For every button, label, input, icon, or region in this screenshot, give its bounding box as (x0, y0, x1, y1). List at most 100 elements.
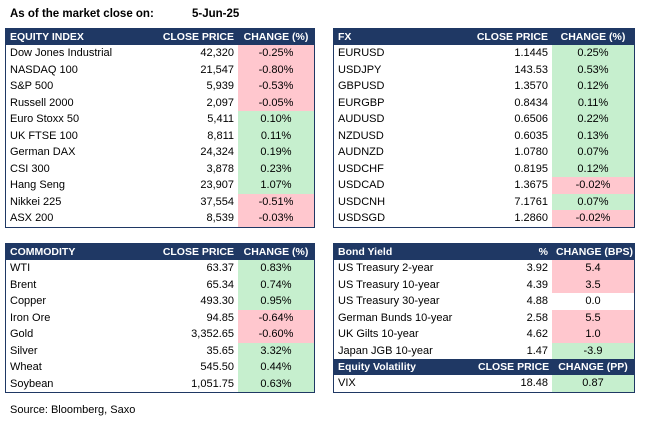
row-change: -0.51% (238, 193, 314, 210)
row-price: 3.92 (526, 262, 548, 275)
equity-panel: EQUITY INDEX CLOSE PRICE CHANGE (%) Dow … (5, 28, 315, 228)
row-change: 0.0 (552, 293, 634, 310)
row-change: 0.22% (552, 111, 634, 128)
row-change: 0.11% (238, 127, 314, 144)
row-price: 1.0780 (514, 146, 548, 159)
table-row: US Treasury 10-year 4.39 3.5 (334, 276, 634, 293)
fx-rows: EURUSD 1.1445 0.25% USDJPY 143.53 0.53% GBPUSD… (334, 45, 634, 227)
table-row: CSI 300 3,878 0.23% (6, 160, 314, 177)
row-price: 63.37 (206, 262, 234, 275)
row-name: Wheat (10, 361, 42, 374)
row-change: 0.11% (552, 94, 634, 111)
row-name: USDCAD (338, 179, 385, 192)
bond-panel: Bond Yield % CHANGE (BPS) US Treasury 2-… (333, 243, 635, 393)
table-row: Japan JGB 10-year 1.47 -3.9 (334, 342, 634, 359)
table-row: EURUSD 1.1445 0.25% (334, 45, 634, 62)
table-row: Iron Ore 94.85 -0.64% (6, 309, 314, 326)
table-row: UK FTSE 100 8,811 0.11% (6, 127, 314, 144)
row-name: AUDNZD (338, 146, 384, 159)
row-price: 23,907 (200, 179, 234, 192)
row-price: 4.88 (526, 295, 548, 308)
row-change: -0.60% (238, 326, 314, 343)
row-name: Hang Seng (10, 179, 66, 192)
table-row: UK Gilts 10-year 4.62 1.0 (334, 326, 634, 343)
table-row: USDCNH 7.1761 0.07% (334, 193, 634, 210)
row-change: 0.63% (238, 375, 314, 392)
bond-header-name: Bond Yield (334, 244, 474, 260)
row-change: -0.02% (552, 177, 634, 194)
table-row: USDCAD 1.3675 -0.02% (334, 177, 634, 194)
row-price: 21,547 (200, 63, 234, 76)
table-row: AUDUSD 0.6506 0.22% (334, 111, 634, 128)
row-change: 0.13% (552, 127, 634, 144)
row-price: 0.8434 (514, 96, 548, 109)
row-change: 0.07% (552, 144, 634, 161)
table-row: Russell 2000 2,097 -0.05% (6, 94, 314, 111)
row-name: USDJPY (338, 63, 382, 76)
row-change: -0.80% (238, 61, 314, 78)
row-price: 1.3675 (514, 179, 548, 192)
volatility-header-change: CHANGE (PP) (552, 359, 634, 375)
row-name: ASX 200 (10, 212, 54, 225)
row-price: 42,320 (200, 47, 234, 60)
table-row: NASDAQ 100 21,547 -0.80% (6, 61, 314, 78)
table-row: German Bunds 10-year 2.58 5.5 (334, 309, 634, 326)
row-name: US Treasury 10-year (338, 278, 440, 291)
row-price: 0.6035 (514, 129, 548, 142)
row-price: 2.58 (526, 311, 548, 324)
equity-table: EQUITY INDEX CLOSE PRICE CHANGE (%) Dow … (6, 29, 314, 227)
row-price: 3,352.65 (191, 328, 234, 341)
table-row: WTI 63.37 0.83% (6, 260, 314, 277)
fx-header-name: FX (334, 29, 454, 45)
row-name: Euro Stoxx 50 (10, 113, 80, 126)
table-row: Euro Stoxx 50 5,411 0.10% (6, 111, 314, 128)
table-row: US Treasury 30-year 4.88 0.0 (334, 293, 634, 310)
row-name: CSI 300 (10, 162, 50, 175)
row-price: 5,939 (206, 80, 234, 93)
table-row: ASX 200 8,539 -0.03% (6, 210, 314, 227)
row-price: 1.1445 (514, 47, 548, 60)
row-price: 143.53 (514, 63, 548, 76)
table-row: NZDUSD 0.6035 0.13% (334, 127, 634, 144)
bond-rows: US Treasury 2-year 3.92 5.4 US Treasury 10-… (334, 260, 634, 359)
row-name: USDSGD (338, 212, 386, 225)
row-name: EURUSD (338, 47, 385, 60)
fx-table: FX CLOSE PRICE CHANGE (%) EURUSD 1.1445 0.… (334, 29, 634, 227)
row-name: S&P 500 (10, 80, 54, 93)
row-change: 0.07% (552, 193, 634, 210)
table-row: S&P 500 5,939 -0.53% (6, 78, 314, 95)
row-name: EURGBP (338, 96, 385, 109)
volatility-header-price: CLOSE PRICE (474, 359, 552, 375)
row-price: 0.6506 (514, 113, 548, 126)
row-change: 0.10% (238, 111, 314, 128)
table-row: USDCHF 0.8195 0.12% (334, 160, 634, 177)
as-of-date: 5-Jun-25 (192, 8, 240, 20)
row-price: 545.50 (200, 361, 234, 374)
row-name: GBPUSD (338, 80, 385, 93)
row-change: 3.5 (552, 276, 634, 293)
row-price: 1.3570 (514, 80, 548, 93)
equity-header-change: CHANGE (%) (238, 29, 314, 45)
bond-table: Bond Yield % CHANGE (BPS) US Treasury 2-… (334, 244, 634, 392)
row-price: 1.47 (526, 344, 548, 357)
row-change: -0.05% (238, 94, 314, 111)
row-change: 0.25% (552, 45, 634, 62)
row-price: 18.48 (520, 377, 548, 390)
row-change: -0.03% (238, 210, 314, 227)
row-change: 5.5 (552, 309, 634, 326)
row-price: 1.2860 (514, 212, 548, 225)
row-price: 5,411 (207, 113, 234, 126)
table-row: AUDNZD 1.0780 0.07% (334, 144, 634, 161)
table-row: USDSGD 1.2860 -0.02% (334, 210, 634, 227)
table-row: USDJPY 143.53 0.53% (334, 61, 634, 78)
row-price: 7.1761 (514, 195, 548, 208)
row-price: 37,554 (200, 195, 234, 208)
row-name: Gold (10, 328, 34, 341)
source-note: Source: Bloomberg, Saxo (10, 404, 136, 416)
row-name: Copper (10, 295, 47, 308)
row-name: UK FTSE 100 (10, 129, 78, 142)
table-row: Nikkei 225 37,554 -0.51% (6, 193, 314, 210)
row-change: 3.32% (238, 342, 314, 359)
row-price: 8,811 (207, 129, 234, 142)
equity-rows: Dow Jones Industrial 42,320 -0.25% NASDAQ 1… (6, 45, 314, 227)
